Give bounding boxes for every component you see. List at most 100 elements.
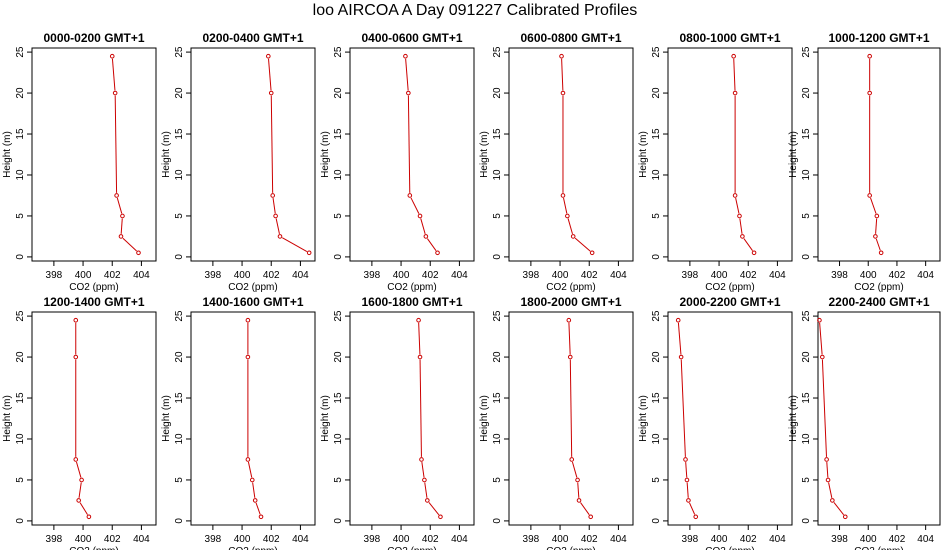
y-tick-label: 0 xyxy=(801,518,812,524)
y-tick-label: 10 xyxy=(174,169,185,181)
x-tick-label: 402 xyxy=(889,270,906,281)
x-tick-label: 398 xyxy=(523,270,540,281)
y-axis-label: Height (m) xyxy=(479,395,490,442)
data-point xyxy=(249,477,255,483)
profile-line-segment xyxy=(78,482,82,498)
y-tick-label: 5 xyxy=(174,213,185,219)
y-tick-label: 20 xyxy=(492,87,503,99)
y-tick-label: 0 xyxy=(492,254,503,260)
y-tick-label: 10 xyxy=(333,169,344,181)
profile-line-segment xyxy=(79,502,88,515)
data-point xyxy=(873,234,878,239)
data-point xyxy=(825,477,831,483)
panel-title: 2200-2400 GMT+1 xyxy=(828,295,929,309)
data-point xyxy=(560,193,566,198)
panel-title: 1600-1800 GMT+1 xyxy=(361,295,462,309)
data-point xyxy=(438,514,443,520)
y-tick-label: 0 xyxy=(492,518,503,524)
data-point xyxy=(589,250,595,256)
profile-line-segment xyxy=(870,197,877,214)
data-point xyxy=(112,90,118,96)
x-tick-label: 400 xyxy=(860,270,877,281)
plot-frame xyxy=(31,47,157,262)
profile-panel-6: 1000-1200 GMT+1 398 400 402 404 0 5 10 15 20 25 CO2… xyxy=(788,31,941,293)
y-tick-label: 25 xyxy=(651,46,662,58)
data-point xyxy=(268,90,274,96)
y-axis-label: Height (m) xyxy=(320,131,331,178)
y-tick-label: 15 xyxy=(492,128,503,140)
x-tick-label: 402 xyxy=(422,270,439,281)
profile-line-segment xyxy=(571,461,578,478)
data-point xyxy=(570,234,576,239)
data-point xyxy=(732,193,738,198)
panel-title: 2000-2200 GMT+1 xyxy=(679,295,780,309)
y-tick-label: 10 xyxy=(492,169,503,181)
x-tick-label: 398 xyxy=(831,270,848,281)
x-tick-label: 400 xyxy=(552,534,569,545)
data-point xyxy=(136,250,141,256)
profile-line-segment xyxy=(405,58,409,91)
data-point xyxy=(425,498,430,503)
y-tick-label: 15 xyxy=(801,128,812,140)
x-tick-label: 400 xyxy=(234,534,251,545)
y-tick-label: 15 xyxy=(174,392,185,404)
profile-line-segment xyxy=(268,58,272,91)
data-point xyxy=(824,457,829,462)
data-point xyxy=(686,498,691,503)
data-point xyxy=(567,354,573,360)
profile-line-segment xyxy=(75,461,82,478)
x-tick-label: 402 xyxy=(263,270,280,281)
x-tick-label: 404 xyxy=(917,534,934,545)
plot-frame xyxy=(349,47,475,262)
x-tick-label: 402 xyxy=(581,534,598,545)
profile-panel-9: 1600-1800 GMT+1 398 400 402 404 0 5 10 15 20 25 CO2… xyxy=(320,295,475,550)
y-tick-label: 0 xyxy=(651,254,662,260)
panel-title: 0400-0600 GMT+1 xyxy=(361,31,462,45)
profile-panel-12: 2200-2400 GMT+1 398 400 402 404 0 5 10 15 20 25 CO2… xyxy=(788,295,941,550)
profile-line-segment xyxy=(733,58,736,91)
profile-panel-5: 0800-1000 GMT+1 398 400 402 404 0 5 10 15 20 25 CO2… xyxy=(638,31,793,293)
x-tick-label: 400 xyxy=(75,534,92,545)
y-tick-label: 10 xyxy=(333,433,344,445)
profile-line-segment xyxy=(577,482,580,498)
data-point xyxy=(842,514,848,520)
y-tick-label: 15 xyxy=(333,392,344,404)
x-axis-label: CO2 (ppm) xyxy=(705,546,754,550)
profile-line-segment xyxy=(819,322,823,355)
x-tick-label: 398 xyxy=(205,270,222,281)
data-point xyxy=(266,53,271,59)
y-tick-label: 5 xyxy=(174,477,185,483)
y-tick-label: 25 xyxy=(801,310,812,322)
data-point xyxy=(114,193,119,198)
profile-line-segment xyxy=(407,95,411,193)
profile-panel-1: 0000-0200 GMT+1 398 400 402 404 0 5 10 15 20 25 CO2… xyxy=(2,31,157,293)
x-axis-label: CO2 (ppm) xyxy=(546,282,595,293)
data-point xyxy=(867,90,872,96)
y-tick-label: 20 xyxy=(801,87,812,99)
panel-title: 0600-0800 GMT+1 xyxy=(520,31,621,45)
data-point xyxy=(830,498,835,503)
y-tick-label: 25 xyxy=(333,46,344,58)
x-tick-label: 402 xyxy=(104,270,121,281)
data-point xyxy=(245,317,251,323)
plot-frame xyxy=(667,47,793,262)
y-tick-label: 0 xyxy=(333,254,344,260)
x-tick-label: 398 xyxy=(364,534,381,545)
y-tick-label: 10 xyxy=(651,169,662,181)
profile-line-segment xyxy=(421,461,425,478)
plot-frame xyxy=(667,311,793,526)
x-tick-label: 400 xyxy=(711,270,728,281)
x-axis-label: CO2 (ppm) xyxy=(546,546,595,550)
data-point xyxy=(751,250,757,256)
x-tick-label: 404 xyxy=(610,270,627,281)
x-axis-label: CO2 (ppm) xyxy=(387,282,436,293)
profile-line-segment xyxy=(252,482,256,498)
profile-line-segment xyxy=(122,237,137,252)
profile-line-segment xyxy=(563,197,568,214)
y-tick-label: 5 xyxy=(801,477,812,483)
profile-line-segment xyxy=(821,359,828,457)
profile-line-segment xyxy=(111,58,116,91)
data-point xyxy=(245,354,251,360)
data-point xyxy=(273,213,278,219)
y-tick-label: 10 xyxy=(492,433,503,445)
